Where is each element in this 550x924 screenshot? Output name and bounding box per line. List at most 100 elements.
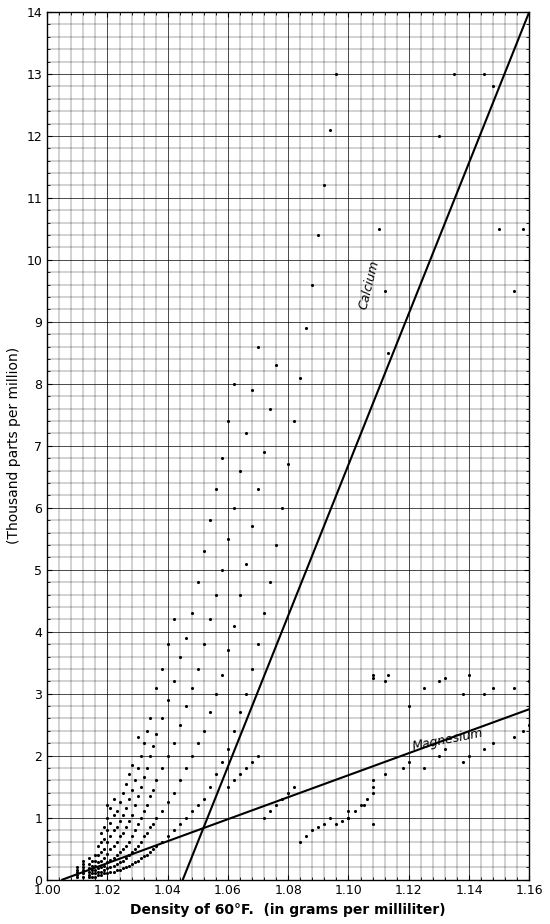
Point [169, 736, 178, 750]
Point [118, 841, 127, 856]
Point [85, 865, 94, 880]
Point [241, 760, 250, 775]
Point [229, 376, 238, 391]
Point [200, 792, 208, 807]
Point [254, 339, 262, 354]
Point [188, 606, 196, 621]
Point [133, 817, 142, 832]
Point [200, 723, 208, 738]
Point [115, 845, 124, 859]
Point [79, 866, 88, 881]
Point [229, 773, 238, 788]
Point [218, 563, 227, 578]
Point [248, 519, 256, 534]
Point [510, 680, 519, 695]
Point [85, 851, 94, 866]
Point [100, 863, 109, 878]
Point [235, 705, 244, 720]
Point [290, 414, 299, 429]
Point [459, 755, 468, 770]
Point [79, 863, 88, 878]
Point [278, 792, 287, 807]
Point [224, 742, 233, 757]
Point [525, 674, 533, 688]
Point [97, 868, 106, 882]
Point [420, 680, 428, 695]
Point [175, 773, 184, 788]
Point [103, 835, 112, 850]
Point [88, 866, 97, 881]
Point [118, 826, 127, 841]
Point [241, 426, 250, 441]
Point [97, 845, 106, 859]
Point [157, 835, 166, 850]
Point [368, 773, 377, 788]
Point [224, 779, 233, 794]
Point [103, 822, 112, 837]
Point [112, 835, 121, 850]
Point [118, 854, 127, 869]
Point [169, 612, 178, 626]
Point [109, 851, 118, 866]
Point [326, 122, 335, 137]
Point [139, 736, 148, 750]
Y-axis label: (Thousand parts per million): (Thousand parts per million) [7, 347, 21, 544]
Point [200, 637, 208, 651]
Point [163, 748, 172, 763]
Point [260, 444, 268, 459]
Point [103, 861, 112, 876]
Point [103, 810, 112, 825]
Point [142, 760, 151, 775]
Point [130, 855, 139, 869]
Point [212, 767, 221, 782]
Point [254, 481, 262, 496]
Point [130, 822, 139, 837]
Point [368, 668, 377, 683]
Point [344, 810, 353, 825]
Point [182, 699, 190, 713]
Point [109, 822, 118, 837]
Point [136, 851, 145, 866]
Point [308, 277, 317, 292]
Point [235, 587, 244, 602]
Point [100, 851, 109, 866]
Point [380, 284, 389, 298]
Point [133, 854, 142, 869]
Point [272, 797, 280, 812]
Point [100, 866, 109, 881]
Point [383, 346, 392, 360]
Point [296, 835, 305, 850]
Point [127, 845, 136, 859]
Point [404, 699, 413, 713]
Point [380, 674, 389, 688]
Point [103, 866, 112, 881]
Point [200, 543, 208, 558]
Point [272, 538, 280, 553]
Point [124, 835, 133, 850]
Point [163, 829, 172, 844]
Point [182, 630, 190, 645]
Point [284, 785, 293, 800]
Point [148, 817, 157, 832]
Point [85, 857, 94, 871]
Point [145, 820, 154, 834]
Point [308, 822, 317, 837]
Point [73, 865, 82, 880]
Point [121, 838, 130, 853]
Point [248, 662, 256, 676]
Point [103, 855, 112, 869]
Point [434, 674, 443, 688]
Point [224, 414, 233, 429]
Point [148, 739, 157, 754]
Point [88, 863, 97, 878]
Point [121, 776, 130, 791]
Point [489, 736, 498, 750]
Point [272, 358, 280, 372]
Point [465, 668, 474, 683]
Point [85, 869, 94, 884]
Point [229, 723, 238, 738]
Point [266, 401, 274, 416]
Point [229, 618, 238, 633]
Point [218, 451, 227, 466]
Point [94, 868, 103, 882]
